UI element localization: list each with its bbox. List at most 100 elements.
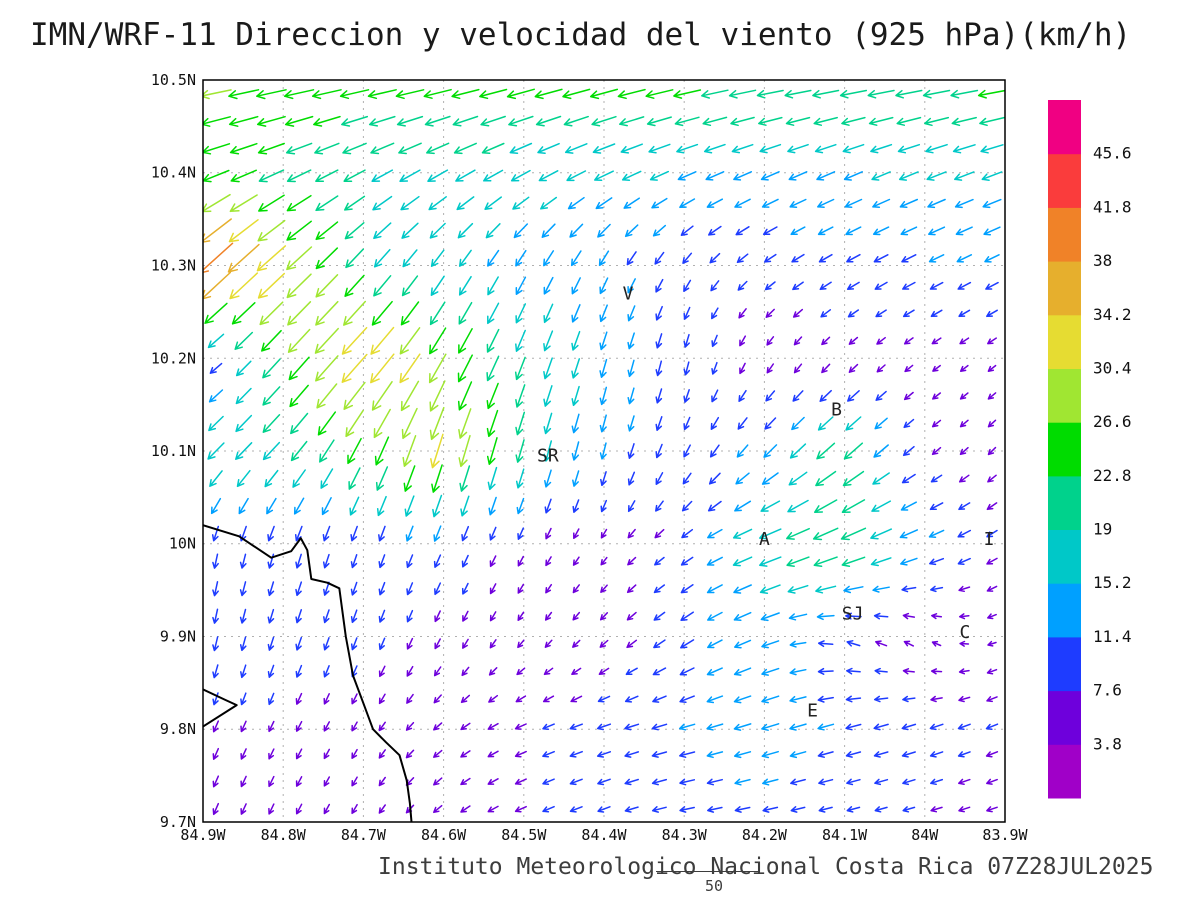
wind-arrow bbox=[952, 144, 976, 154]
wind-arrow bbox=[958, 668, 970, 675]
wind-arrow bbox=[707, 806, 723, 813]
x-tick-label: 84.6W bbox=[421, 826, 467, 844]
wind-arrow bbox=[457, 381, 473, 411]
wind-arrow bbox=[734, 806, 751, 813]
colorbar-segment bbox=[1048, 744, 1081, 799]
wind-arrow bbox=[789, 198, 807, 208]
wind-arrow bbox=[262, 358, 281, 379]
wind-arrow bbox=[378, 609, 386, 623]
wind-arrow bbox=[761, 640, 780, 649]
wind-arrow bbox=[378, 721, 386, 732]
wind-arrow bbox=[268, 775, 275, 788]
wind-arrow bbox=[819, 389, 832, 402]
wind-arrow bbox=[378, 776, 386, 787]
wind-arrow bbox=[735, 472, 750, 485]
wind-arrow bbox=[481, 142, 505, 155]
wind-arrow bbox=[655, 472, 664, 485]
wind-arrow bbox=[373, 248, 391, 268]
wind-arrow bbox=[848, 336, 859, 345]
wind-arrow bbox=[424, 115, 451, 127]
wind-arrow bbox=[515, 249, 527, 267]
wind-arrow bbox=[487, 805, 499, 813]
wind-arrow bbox=[543, 440, 553, 462]
wind-arrow bbox=[930, 474, 943, 483]
wind-arrow bbox=[928, 226, 946, 236]
wind-arrow bbox=[930, 695, 943, 703]
wind-arrow bbox=[624, 224, 639, 238]
wind-arrow bbox=[543, 385, 553, 407]
wind-arrow bbox=[342, 142, 367, 155]
wind-arrow bbox=[652, 667, 667, 676]
wind-arrow bbox=[538, 170, 559, 182]
wind-arrow bbox=[487, 249, 500, 267]
colorbar-segment bbox=[1048, 529, 1081, 584]
wind-arrow bbox=[600, 556, 608, 566]
wind-arrow bbox=[706, 751, 724, 759]
wind-arrow bbox=[315, 300, 339, 326]
wind-arrow bbox=[954, 198, 974, 209]
wind-arrow bbox=[682, 472, 692, 485]
wind-arrow bbox=[788, 613, 808, 621]
wind-arrow bbox=[764, 281, 776, 291]
wind-arrow bbox=[319, 439, 335, 463]
wind-arrow bbox=[683, 416, 691, 431]
wind-arrow bbox=[764, 253, 777, 263]
colorbar-level-label: 34.2 bbox=[1093, 305, 1132, 324]
wind-arrow bbox=[323, 776, 331, 787]
wind-arrow bbox=[453, 142, 477, 155]
wind-arrow bbox=[295, 609, 303, 624]
wind-arrow bbox=[514, 805, 527, 813]
wind-arrow bbox=[762, 806, 779, 813]
wind-arrow bbox=[373, 275, 392, 297]
wind-arrow bbox=[209, 362, 223, 374]
wind-arrow bbox=[841, 556, 866, 567]
wind-arrow bbox=[680, 584, 694, 594]
wind-arrow bbox=[818, 806, 833, 813]
wind-arrow bbox=[621, 170, 642, 181]
wind-arrow bbox=[814, 499, 838, 513]
wind-arrow bbox=[571, 385, 580, 407]
wind-arrow bbox=[434, 638, 441, 650]
colorbar-level-label: 3.8 bbox=[1093, 734, 1122, 753]
wind-arrow bbox=[203, 89, 232, 100]
station-label: B bbox=[831, 399, 842, 420]
wind-arrow bbox=[733, 751, 752, 759]
wind-arrow bbox=[283, 89, 315, 100]
wind-arrow bbox=[345, 409, 364, 438]
wind-arrow bbox=[711, 307, 719, 320]
wind-arrow bbox=[928, 254, 945, 263]
wind-arrow bbox=[515, 411, 526, 436]
wind-arrow bbox=[624, 751, 640, 758]
wind-arrow bbox=[517, 639, 525, 649]
wind-arrow bbox=[789, 695, 807, 704]
wind-arrow bbox=[403, 465, 416, 492]
wind-arrow bbox=[680, 611, 694, 621]
wind-arrow bbox=[761, 750, 779, 759]
wind-arrow bbox=[203, 271, 232, 300]
wind-arrow bbox=[569, 750, 583, 758]
wind-arrow bbox=[954, 171, 975, 181]
y-tick-label: 9.7N bbox=[160, 813, 196, 831]
wind-arrow bbox=[600, 499, 608, 513]
x-tick-label: 84.9W bbox=[180, 826, 226, 844]
wind-arrow bbox=[957, 529, 972, 538]
wind-arrow bbox=[562, 88, 591, 100]
wind-arrow bbox=[627, 415, 635, 432]
station-label: E bbox=[807, 701, 818, 722]
wind-arrow bbox=[870, 557, 892, 567]
wind-arrow bbox=[258, 194, 285, 212]
wind-arrow bbox=[985, 723, 999, 730]
wind-arrow bbox=[846, 253, 861, 263]
wind-arrow bbox=[315, 195, 339, 212]
wind-arrow bbox=[341, 115, 369, 127]
colorbar-segment bbox=[1048, 368, 1081, 423]
wind-arrow bbox=[483, 169, 504, 182]
wind-arrow bbox=[510, 169, 531, 182]
wind-arrow bbox=[679, 751, 696, 758]
wind-arrow bbox=[456, 196, 475, 211]
wind-arrow bbox=[515, 276, 527, 295]
wind-arrow bbox=[485, 223, 501, 239]
y-tick-label: 10.4N bbox=[151, 164, 196, 182]
y-tick-label: 10.2N bbox=[151, 349, 196, 367]
wind-arrow bbox=[874, 778, 889, 786]
